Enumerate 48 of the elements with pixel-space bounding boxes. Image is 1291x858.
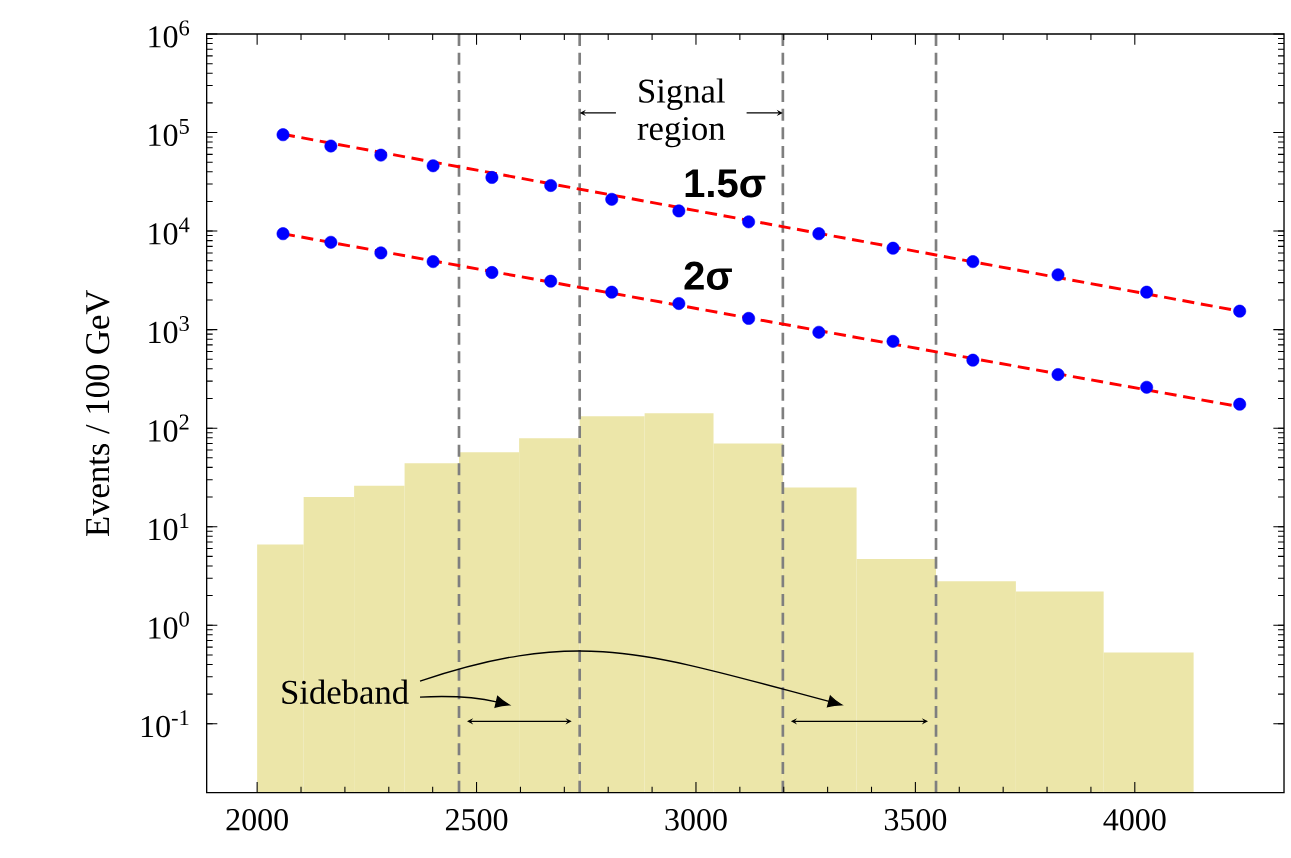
point [374,148,388,162]
x-tick-label: 2000 [226,808,288,831]
point [544,179,558,192]
series-label: 1.5σ [685,169,766,198]
point [812,325,826,339]
point [1233,397,1247,411]
point [742,215,756,229]
point [1140,285,1154,299]
point [1140,380,1154,394]
point [742,311,756,325]
y-tick-label: 10$^{-1}$ [141,710,189,738]
y-tick-label: 10$^{6}$ [149,20,190,48]
point [324,139,338,153]
x-tick-label: 2500 [445,808,508,831]
y-axis-title: Events / 100 GeV [85,289,110,537]
point [886,334,900,348]
point [966,353,980,367]
point [276,227,290,241]
point [672,297,686,310]
y-tick-label: 10$^{3}$ [149,316,189,344]
point [426,159,440,173]
point [324,235,338,249]
point [544,274,558,288]
point [1051,268,1065,282]
point [1051,368,1065,381]
annotation: Signal region [637,78,726,148]
y-tick-label: 10$^{0}$ [149,611,189,639]
y-tick-label: 10$^{4}$ [149,217,190,245]
point [374,246,388,260]
point [966,255,980,269]
point [426,255,440,269]
point [485,171,499,184]
point [605,285,619,299]
point [605,192,619,206]
point [812,227,826,241]
x-tick-label: 3500 [884,808,947,831]
point [672,204,686,218]
point [886,241,900,255]
point [276,128,290,142]
series-label: 2σ [684,261,732,290]
y-tick-label: 10$^{1}$ [149,513,189,541]
annotation: Sideband [282,679,409,704]
point [485,266,499,279]
y-tick-label: 10$^{2}$ [149,414,189,442]
x-tick-label: 4000 [1103,808,1166,831]
point [1233,304,1247,318]
x-tick-label: 3000 [665,808,727,831]
y-tick-label: 10$^{5}$ [149,119,189,147]
